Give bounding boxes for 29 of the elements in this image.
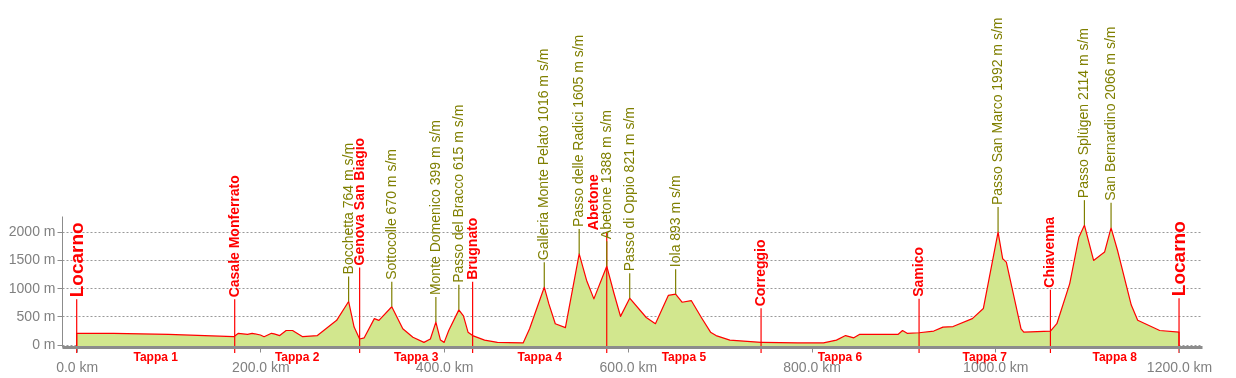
text: Tappa 8	[1092, 350, 1138, 364]
ref-line-label: Chiavenna	[1041, 216, 1058, 288]
text: Tappa 1	[133, 350, 179, 364]
y-tick-label: 1500 m	[8, 251, 56, 268]
ref-line-label: Locarno	[65, 222, 87, 298]
x-tick-label: 600.0 km	[599, 358, 658, 375]
ref-line-label: Brugnato	[463, 217, 480, 280]
x-tick-label: 1200.0 km	[1146, 358, 1213, 375]
annotation: Galleria Monte Pelato 1016 m s/m	[535, 48, 552, 261]
ref-line-label: Locarno	[1168, 221, 1190, 297]
x-tick-label: 0.0 km	[56, 358, 99, 375]
y-tick-label: 2000 m	[8, 223, 56, 240]
y-tick-label: 500 m	[16, 307, 56, 324]
ref-line-label: Correggio	[752, 239, 769, 307]
annotation: Iola 893 m s/m	[666, 175, 683, 268]
y-tick-label: 0 m	[32, 336, 56, 353]
ref-line-label: Samico	[910, 246, 927, 297]
annotation: Passo San Marco 1992 m s/m	[989, 17, 1006, 206]
annotation: Passo del Bracco 615 m s/m	[449, 104, 466, 283]
annotation: San Bernardino 2066 m s/m	[1102, 26, 1119, 201]
annotation: Passo delle Radici 1605 m s/m	[570, 34, 587, 227]
annotation: Passo di Oppio 821 m s/m	[620, 107, 637, 272]
text: Tappa 5	[661, 350, 707, 364]
y-tick-label: 1000 m	[8, 279, 56, 296]
text: Tappa 4	[517, 350, 563, 364]
ref-line-label: Casale Monferrato	[225, 175, 242, 298]
annotation: Sottocolle 670 m s/m	[382, 149, 399, 280]
annotation: Monte Domenico 399 m s/m	[426, 120, 443, 296]
annotation: Passo Splügen 2114 m s/m	[1075, 27, 1092, 199]
